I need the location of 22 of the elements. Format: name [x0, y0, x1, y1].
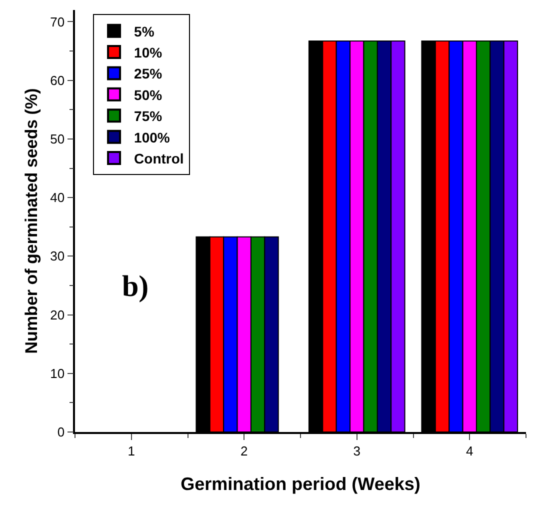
y-tick-label: 40	[50, 190, 65, 206]
y-tick-label: 0	[57, 424, 65, 440]
y-tick-label: 30	[50, 248, 65, 264]
x-tick-label: 3	[353, 443, 360, 458]
x-axis-title: Germination period (Weeks)	[180, 474, 420, 494]
legend-label: 75%	[134, 108, 163, 124]
y-tick-label: 10	[50, 366, 65, 381]
legend-label: 5%	[134, 23, 155, 40]
legend-label: 25%	[134, 66, 163, 82]
annotation: b)	[122, 270, 149, 303]
y-tick-label: 50	[50, 131, 65, 146]
y-axis-title: Number of germinated seeds (%)	[22, 88, 42, 354]
y-tick-label: 20	[50, 307, 65, 322]
x-tick-label: 1	[128, 443, 135, 458]
x-tick-label: 2	[240, 443, 248, 458]
legend-label: Control	[134, 150, 184, 166]
x-tick-label: 4	[466, 443, 474, 458]
legend-label: 10%	[134, 44, 163, 60]
y-tick-label: 60	[50, 72, 65, 88]
legend-label: 100%	[134, 129, 170, 146]
y-tick-label: 70	[50, 14, 65, 30]
legend-label: 50%	[134, 86, 163, 103]
